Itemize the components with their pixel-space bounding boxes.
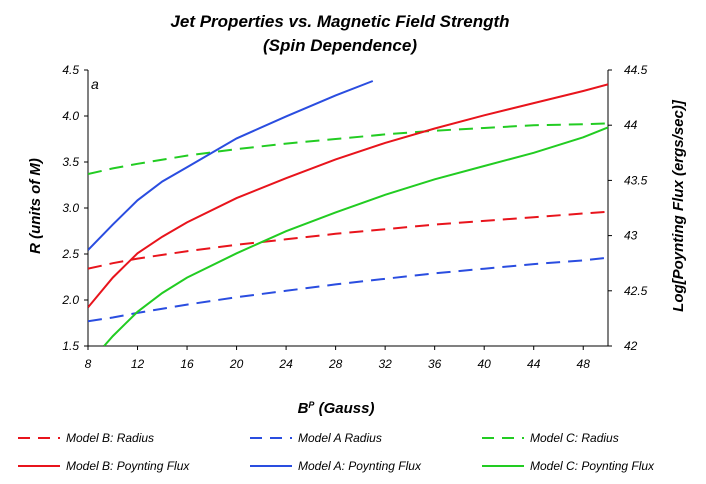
x-tick-label: 36: [428, 357, 442, 371]
chart-title: Jet Properties vs. Magnetic Field Streng…: [170, 12, 509, 31]
x-axis-label: BP (Gauss): [298, 400, 375, 417]
series-model-b-poynting-flux: [88, 83, 608, 309]
chart-subtitle: (Spin Dependence): [263, 36, 417, 55]
y-tick-label: 2.0: [61, 293, 79, 307]
legend-label: Model A: Poynting Flux: [298, 459, 422, 473]
x-tick-label: 32: [378, 357, 392, 371]
y-tick-label: 2.5: [61, 247, 79, 261]
y-tick-label: 3.0: [62, 201, 79, 215]
y-tick-label: 3.5: [62, 155, 79, 169]
y2-tick-label: 44.5: [624, 63, 648, 77]
legend-label: Model C: Poynting Flux: [530, 459, 655, 473]
legend-label: Model C: Radius: [530, 431, 619, 445]
y-tick-label: 4.5: [62, 63, 79, 77]
x-tick-label: 24: [278, 357, 293, 371]
x-axis-label-main: B: [298, 400, 309, 417]
y2-axis-label: Log[Poynting Flux (ergs/sec)]: [670, 99, 687, 312]
legend-label: Model B: Poynting Flux: [66, 459, 190, 473]
legend-label: Model B: Radius: [66, 431, 154, 445]
series-model-b-radius: [88, 210, 608, 270]
ticks-layer: 8 12 16 20 24 28 32 36 40 44 48 1.5 2.0 2.5 3.0 3.5 4.0 4…: [61, 63, 647, 371]
series-model-c-poynting-flux: [103, 126, 608, 346]
series-model-a-poynting-flux: [88, 80, 374, 251]
y2-tick-label: 42: [624, 339, 638, 353]
y2-tick-label: 44: [624, 118, 638, 132]
y-tick-label: 1.5: [62, 339, 79, 353]
y2-tick-label: 42.5: [624, 284, 648, 298]
y2-tick-label: 43: [624, 229, 638, 243]
series-model-a-radius: [88, 256, 608, 323]
legend-label: Model A Radius: [298, 431, 382, 445]
x-tick-label: 16: [180, 357, 194, 371]
series-layer: [88, 80, 608, 346]
x-tick-label: 28: [328, 357, 343, 371]
series-model-c-radius: [88, 122, 608, 175]
x-tick-label: 12: [131, 357, 145, 371]
x-tick-label: 20: [229, 357, 244, 371]
y2-tick-label: 43.5: [624, 173, 648, 187]
y-tick-label: 4.0: [62, 109, 79, 123]
x-axis-label-unit: (Gauss): [314, 400, 374, 417]
x-tick-label: 48: [577, 357, 591, 371]
x-tick-label: 44: [527, 357, 541, 371]
x-tick-label: 8: [85, 357, 92, 371]
x-axis-label-superscript: P: [308, 400, 315, 410]
x-tick-label: 40: [478, 357, 492, 371]
legend: Model B: Radius Model A Radius Model C: Ra…: [18, 431, 655, 473]
y-axis-label: R (units of M): [27, 158, 44, 254]
panel-label: a: [91, 76, 99, 92]
